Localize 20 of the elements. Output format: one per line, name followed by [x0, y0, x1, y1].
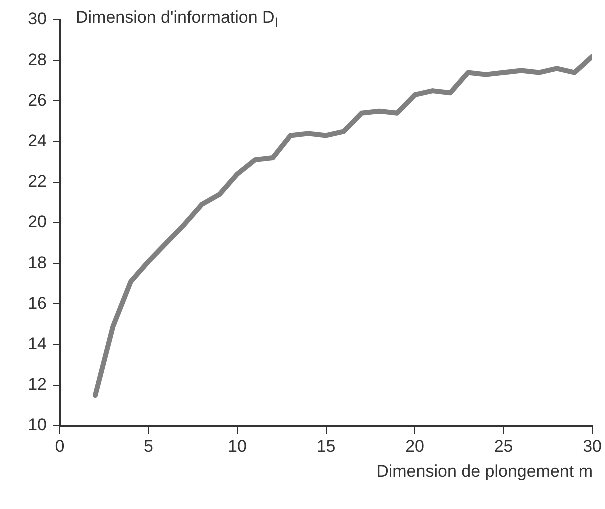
x-tick-label: 20	[406, 436, 424, 456]
y-tick-label: 16	[28, 294, 47, 313]
y-tick-label: 10	[28, 416, 47, 435]
y-tick-label: 20	[28, 212, 47, 232]
y-tick-label: 18	[28, 253, 47, 272]
x-tick-label: 15	[316, 436, 336, 456]
x-tick-label: 25	[494, 436, 514, 456]
x-tick-label: 0	[55, 436, 65, 456]
x-tick-label: 10	[228, 436, 247, 456]
x-axis-title: Dimension de plongement m	[376, 462, 593, 482]
y-tick-label: 22	[28, 172, 47, 192]
y-tick-label: 26	[28, 90, 47, 110]
y-tick-label: 28	[28, 50, 47, 70]
y-tick-label: 24	[28, 131, 47, 150]
y-tick-label: 14	[28, 334, 47, 354]
x-tick-label: 30	[583, 436, 602, 456]
y-tick-label: 12	[28, 375, 47, 394]
y-axis-title: Dimension d'information D$_{I}$	[76, 8, 279, 32]
y-tick-label: 30	[28, 10, 47, 29]
x-tick-label: 5	[144, 436, 154, 456]
